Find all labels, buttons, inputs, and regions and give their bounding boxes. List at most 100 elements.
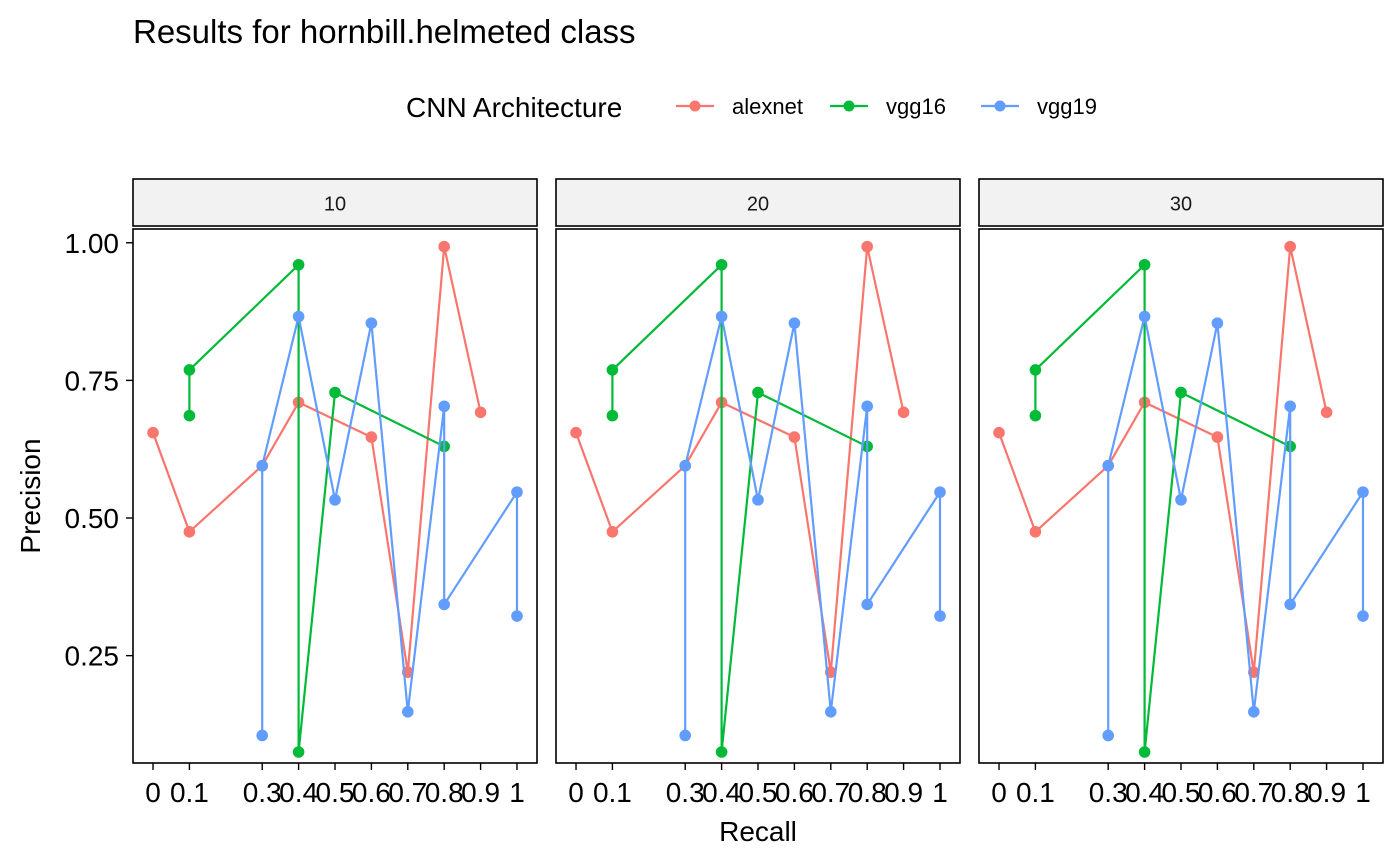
x-tick-label: 0.3 [666, 777, 705, 808]
data-point-alexnet [1029, 525, 1042, 538]
series-line-vgg19 [261, 315, 519, 736]
x-tick-label: 0.6 [352, 777, 391, 808]
data-point-vgg16 [183, 364, 196, 376]
y-axis: 0.25 0.50 0.75 1.00 [65, 228, 133, 672]
data-point-alexnet [1284, 240, 1296, 253]
legend: CNN Architecture alexnet vgg16 vgg19 [406, 92, 1097, 123]
data-point-vgg16 [329, 386, 341, 399]
x-tick-label: 1 [1355, 777, 1371, 808]
legend-item-vgg19: vgg19 [981, 94, 1097, 119]
data-point-alexnet [993, 426, 1005, 439]
series-vgg16 [1029, 258, 1296, 758]
series-line-alexnet [151, 245, 482, 674]
chart-title: Results for hornbill.helmeted class [133, 13, 636, 50]
x-tick-label: 0.5 [739, 777, 778, 808]
x-tick-label: 0.8 [425, 777, 464, 808]
x-tick-label: 0.9 [884, 777, 923, 808]
facet-strip [555, 178, 961, 227]
series-vgg19 [256, 310, 523, 742]
facet-strip-label: 20 [747, 194, 769, 216]
facet-strip [132, 178, 538, 227]
facet-strip [978, 178, 1384, 227]
data-point-vgg16 [1029, 364, 1042, 376]
x-axis: 0 0.1 0.30.40.50.60.70.80.9 1 [145, 763, 525, 808]
data-point-vgg19 [1284, 598, 1296, 611]
x-tick-label: 0 [991, 777, 1007, 808]
data-point-alexnet [183, 525, 196, 538]
data-point-vgg19 [1284, 400, 1296, 413]
data-point-vgg16 [715, 258, 728, 271]
x-tick-label: 0 [145, 777, 161, 808]
data-point-vgg16 [1175, 386, 1187, 399]
facet-panels: 100 0.1 0.30.40.50.60.70.80.9 10.250.500.75… [65, 178, 1384, 808]
data-point-alexnet [606, 525, 619, 538]
data-point-vgg16 [1138, 746, 1151, 758]
data-point-vgg19 [934, 486, 946, 498]
data-point-vgg19 [438, 598, 450, 611]
series-line-vgg19 [1107, 315, 1365, 736]
data-point-vgg19 [511, 610, 523, 622]
facet-panel-10: 10 0 0.1 0.30.40.50.60.70.80.9 1 0.25 0.50 0.75… [65, 178, 538, 808]
data-point-vgg19 [329, 494, 341, 506]
facet-panel-30: 30 0 0.1 0.30.40.50.60.70.80.9 1 [978, 178, 1384, 808]
data-point-vgg19 [861, 400, 873, 413]
data-point-vgg16 [183, 409, 196, 422]
y-tick-label: 0.25 [65, 641, 120, 672]
data-point-vgg19 [1247, 706, 1260, 718]
series-line-vgg16 [611, 263, 868, 754]
data-point-alexnet [1320, 406, 1333, 419]
data-point-vgg19 [824, 706, 837, 718]
x-tick-label: 0.4 [702, 777, 741, 808]
x-tick-label: 0.1 [170, 777, 209, 808]
x-tick-label: 0.1 [593, 777, 632, 808]
y-tick-label: 1.00 [65, 228, 120, 259]
data-point-alexnet [365, 431, 378, 443]
series-vgg19 [679, 310, 946, 742]
data-point-vgg19 [861, 598, 873, 611]
y-tick-label: 0.75 [65, 365, 120, 396]
legend-label-vgg19: vgg19 [1037, 94, 1097, 119]
data-point-vgg19 [1175, 494, 1187, 506]
data-point-vgg19 [679, 729, 692, 742]
data-point-vgg16 [715, 746, 728, 758]
data-point-vgg19 [256, 459, 269, 472]
x-tick-label: 0 [568, 777, 584, 808]
x-tick-label: 0.5 [1162, 777, 1201, 808]
x-tick-label: 0.8 [1271, 777, 1310, 808]
x-tick-label: 0.1 [1016, 777, 1055, 808]
data-point-vgg19 [1357, 486, 1369, 498]
data-point-alexnet [1211, 431, 1224, 443]
series-line-vgg19 [684, 315, 942, 736]
x-tick-label: 0.4 [1125, 777, 1164, 808]
series-line-alexnet [574, 245, 905, 674]
data-point-alexnet [570, 426, 582, 439]
x-tick-label: 0.3 [243, 777, 282, 808]
data-point-vgg16 [1138, 258, 1151, 271]
series-line-vgg16 [188, 263, 445, 754]
series-vgg19 [1102, 310, 1369, 742]
series-line-alexnet [997, 245, 1328, 674]
data-point-vgg19 [365, 317, 378, 329]
data-point-vgg19 [256, 729, 269, 742]
x-tick-label: 1 [509, 777, 525, 808]
x-tick-label: 0.7 [811, 777, 850, 808]
y-tick-label: 0.50 [65, 503, 120, 534]
x-tick-label: 0.5 [316, 777, 355, 808]
facet-strip-label: 30 [1170, 194, 1192, 216]
x-tick-label: 0.8 [848, 777, 887, 808]
legend-item-vgg16: vgg16 [830, 94, 946, 119]
data-point-vgg19 [1102, 729, 1115, 742]
data-point-vgg19 [934, 610, 946, 622]
x-tick-label: 1 [932, 777, 948, 808]
x-tick-label: 0.6 [1198, 777, 1237, 808]
data-point-alexnet [147, 426, 159, 439]
x-axis-label: Recall [719, 816, 797, 847]
x-tick-label: 0.7 [388, 777, 427, 808]
x-tick-label: 0.9 [1307, 777, 1346, 808]
data-point-vgg19 [788, 317, 801, 329]
x-tick-label: 0.3 [1089, 777, 1128, 808]
data-point-vgg19 [1102, 459, 1115, 472]
data-point-vgg16 [606, 364, 619, 376]
data-point-vgg19 [715, 310, 728, 323]
